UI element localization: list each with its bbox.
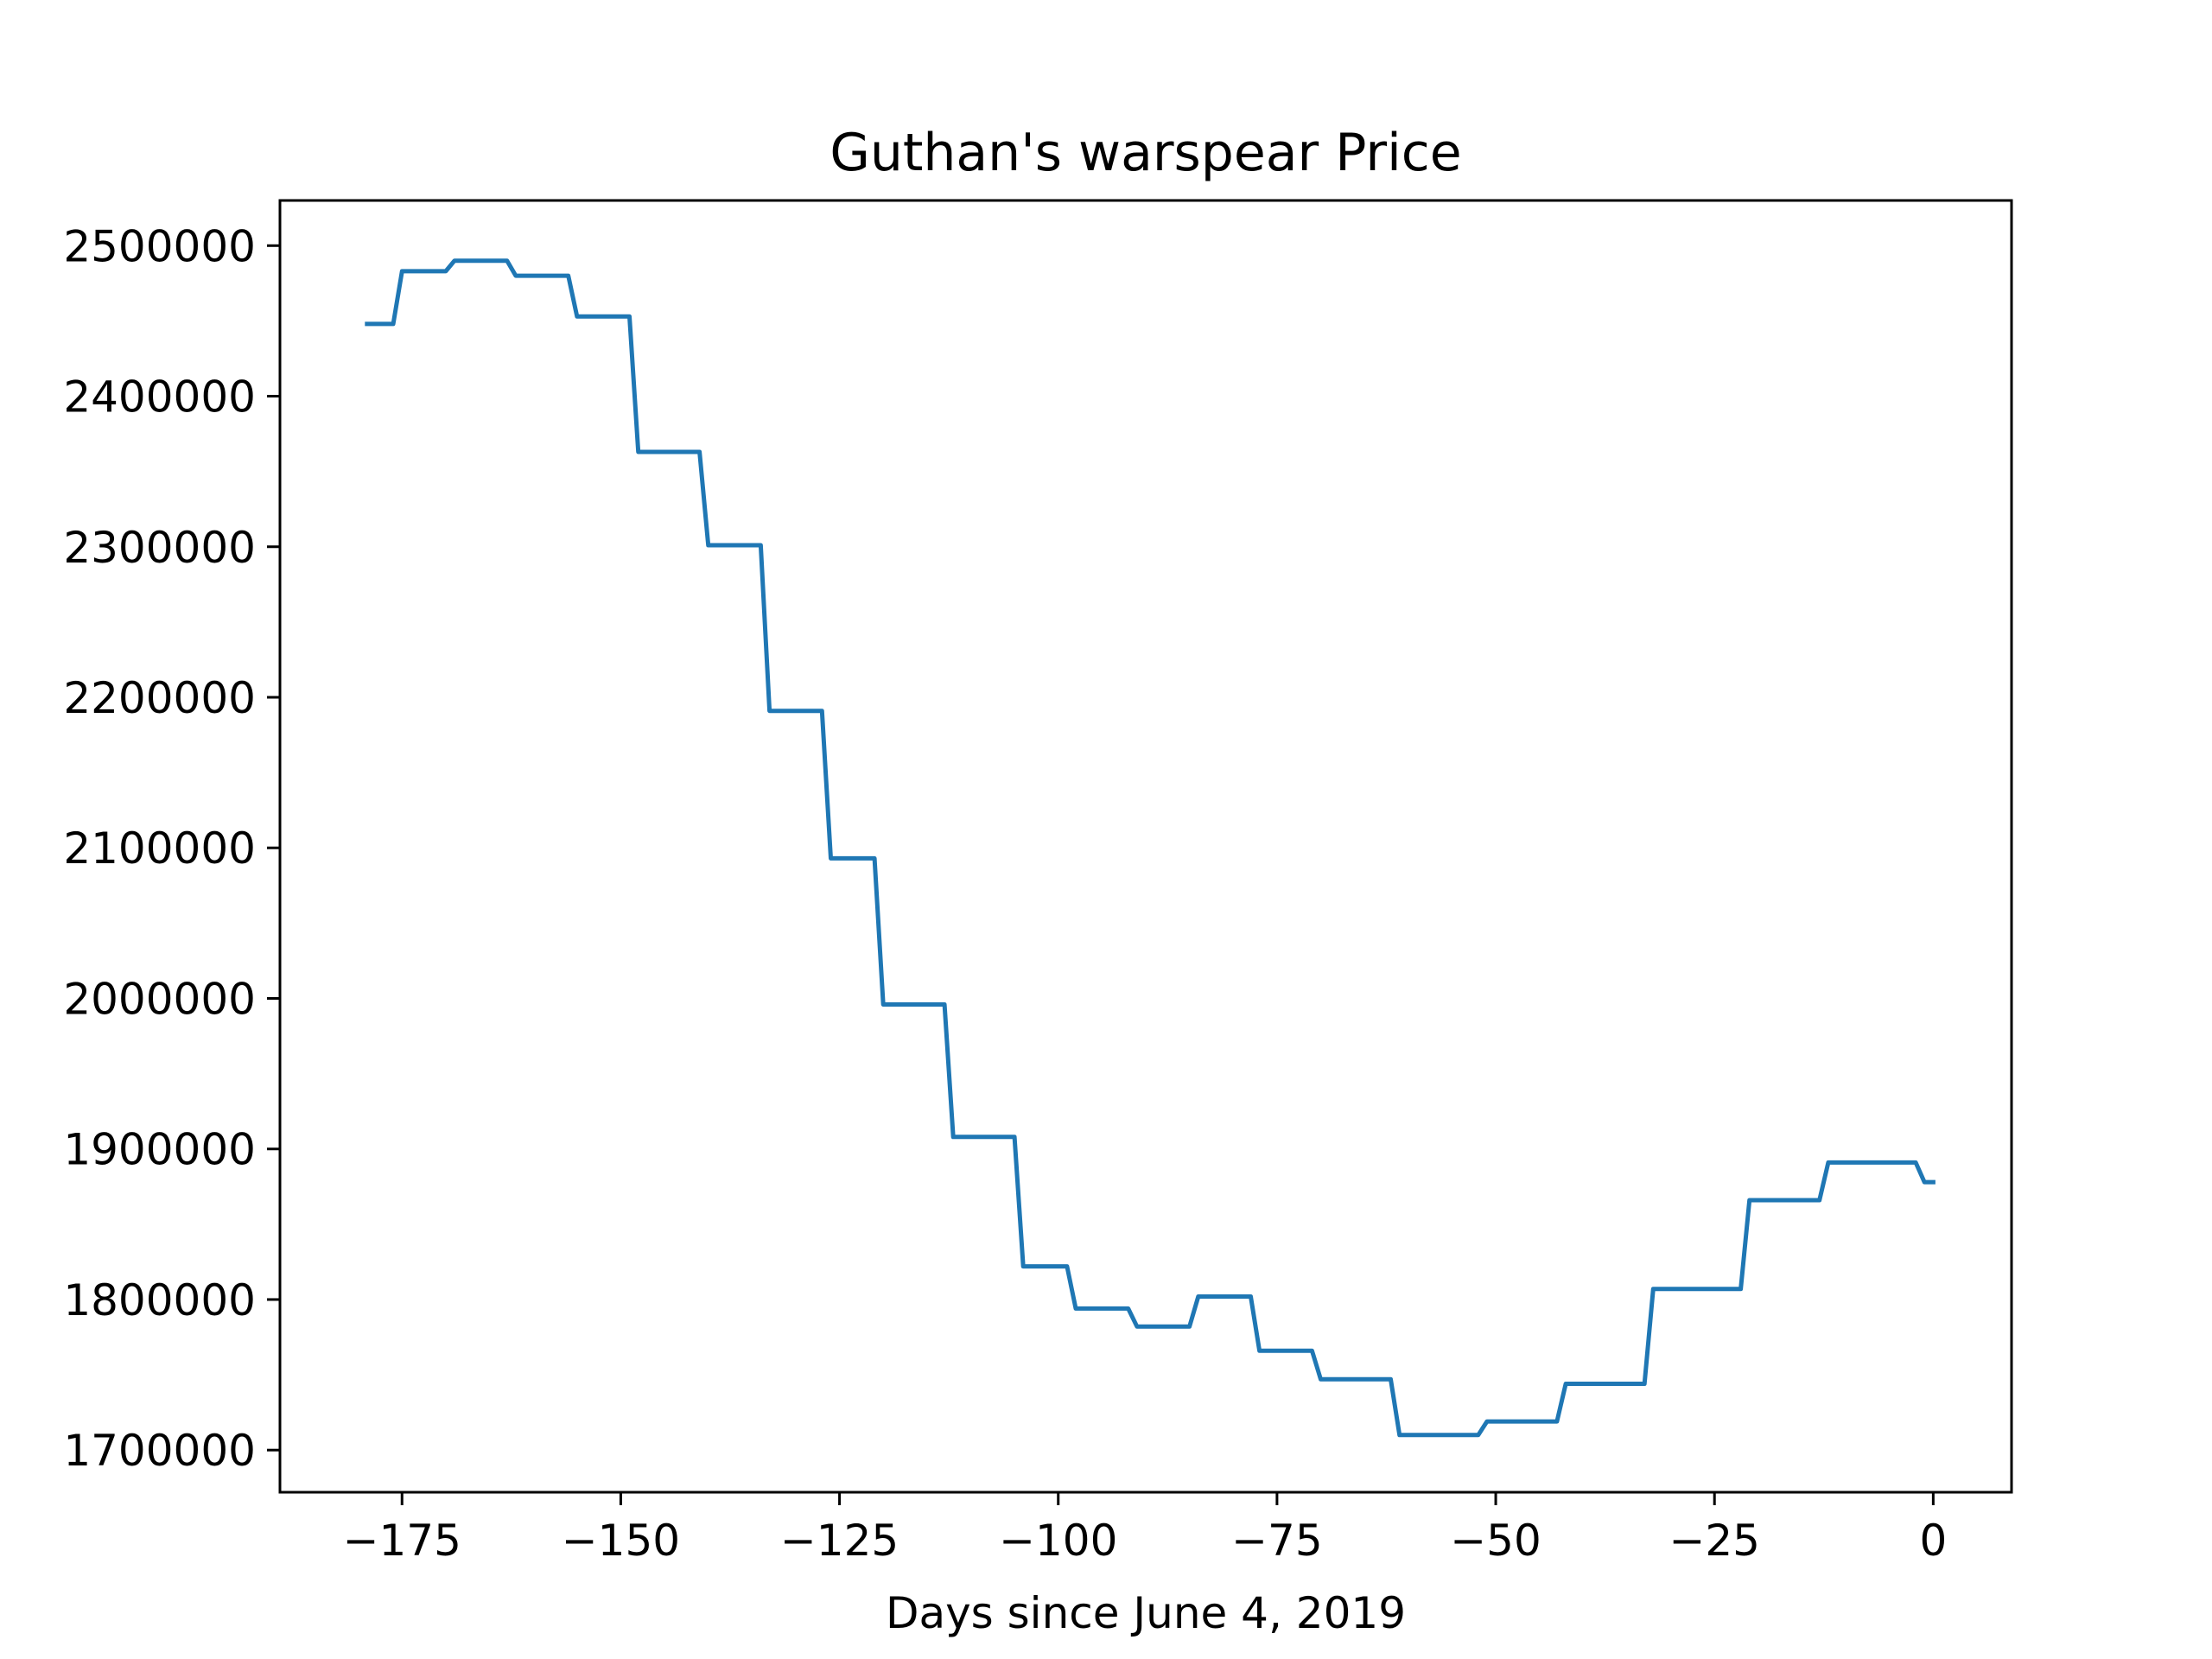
- series-layer: [365, 258, 1936, 1438]
- x-tick-label: −125: [780, 1516, 899, 1566]
- x-tick-label: −100: [999, 1516, 1117, 1566]
- x-tick-label: −175: [343, 1516, 461, 1566]
- x-tick-label: −75: [1231, 1516, 1323, 1566]
- x-axis-label: Days since June 4, 2019: [886, 1588, 1406, 1638]
- y-axis: 1700000 1800000 1900000 2000000 2100000 22000…: [63, 221, 280, 1476]
- y-tick-label: 1700000: [63, 1426, 256, 1476]
- y-tick-label: 2000000: [63, 974, 256, 1024]
- y-tick-label: 2300000: [63, 523, 256, 573]
- y-tick-label: 2500000: [63, 221, 256, 271]
- chart-title: Guthan's warspear Price: [830, 123, 1461, 183]
- x-tick-label: 0: [1919, 1516, 1947, 1566]
- price-series-line: [365, 258, 1936, 1438]
- x-axis: −175 −150 −125 −100 −75 −50 −25 0: [343, 1492, 1947, 1566]
- y-tick-label: 1900000: [63, 1125, 256, 1175]
- x-tick-label: −50: [1450, 1516, 1541, 1566]
- x-tick-label: −25: [1669, 1516, 1760, 1566]
- y-tick-label: 2200000: [63, 673, 256, 723]
- y-tick-label: 2100000: [63, 823, 256, 874]
- plot-frame: [278, 199, 2013, 1494]
- y-tick-label: 1800000: [63, 1275, 256, 1325]
- y-tick-label: 2400000: [63, 372, 256, 423]
- x-tick-label: −150: [562, 1516, 680, 1566]
